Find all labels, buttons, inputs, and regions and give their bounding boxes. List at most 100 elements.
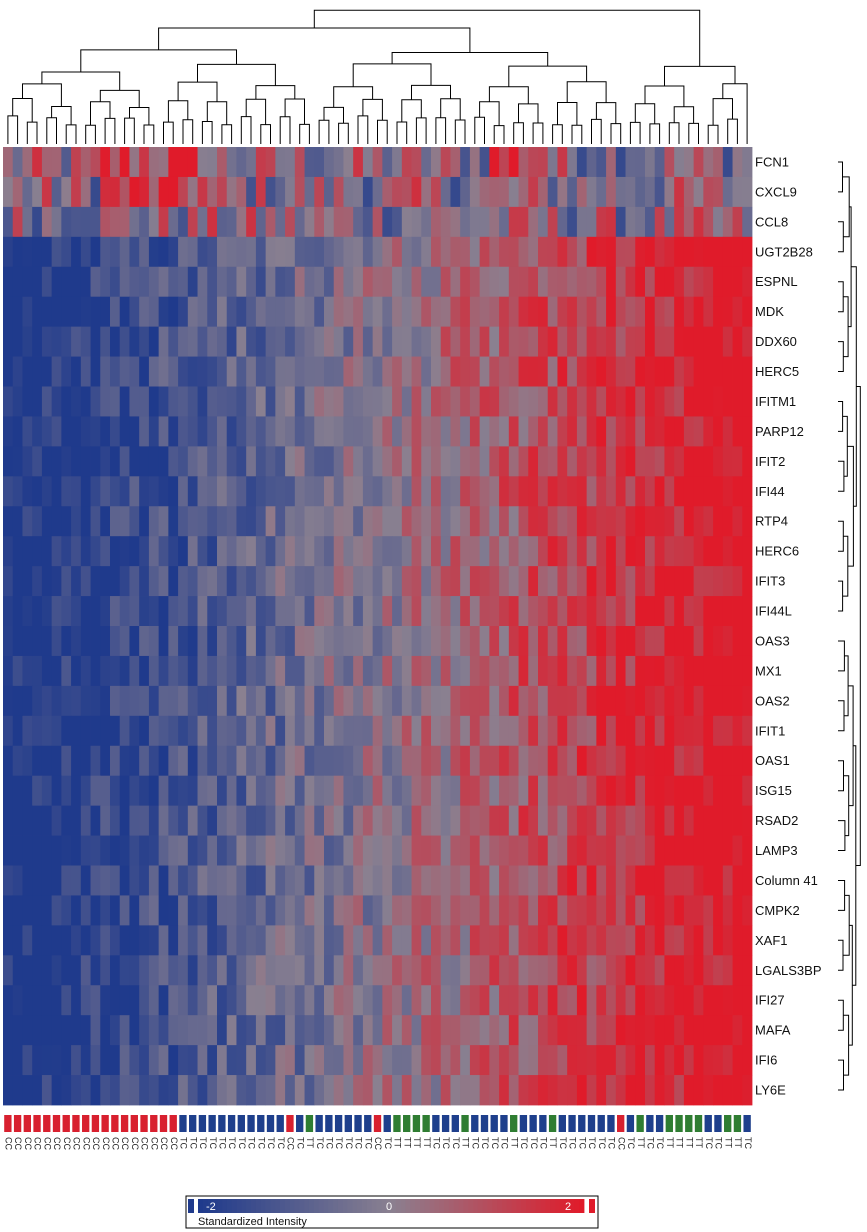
heatmap-cell [440,356,451,387]
heatmap-cell [333,805,344,836]
heatmap-cell [41,626,53,657]
heatmap-cell [586,326,597,357]
heatmap-cell [606,326,617,357]
heatmap-cell [518,745,529,777]
dendrogram-branch [299,123,310,144]
heatmap-cell [411,626,422,657]
heatmap-cell [732,596,743,627]
heatmap-cell [207,1075,218,1106]
heatmap-cell [158,446,169,477]
heatmap-cell [353,506,364,537]
heatmap-cell [90,176,101,208]
heatmap-cell [119,655,130,687]
heatmap-cell [22,715,33,747]
heatmap-cell [139,206,150,238]
row-label: Column 41 [755,873,818,888]
dendrogram-branch [838,221,844,253]
heatmap-cell [71,476,82,507]
heatmap-cell [362,835,374,866]
dendrogram-branch [80,49,237,72]
dendrogram-branch [668,122,680,144]
heatmap-cell [606,925,617,956]
heatmap-cell [362,566,374,597]
heatmap-cell [450,1075,461,1106]
heatmap-cell [664,416,675,447]
heatmap-cell [353,147,364,178]
heatmap-cell [635,566,646,597]
heatmap-cell [722,715,733,747]
heatmap-cell [178,236,189,268]
heatmap-cell [635,985,646,1016]
heatmap-cell [236,1045,247,1076]
heatmap-cell [382,925,393,956]
heatmap-cell [100,1015,111,1046]
heatmap-cell [693,715,704,747]
heatmap-cell [440,326,451,357]
dendrogram-branch [104,117,116,144]
heatmap-cell [382,206,393,238]
heatmap-cell [654,326,665,357]
legend-swatch [342,1199,348,1213]
heatmap-cell [392,566,403,597]
heatmap-cell [683,925,695,956]
legend-swatch [391,1199,397,1213]
heatmap-cell [275,596,286,627]
heatmap-cell [645,356,656,387]
heatmap-cell [80,176,91,208]
heatmap-cell [12,835,23,866]
heatmap-cell [275,1045,286,1076]
heatmap-cell [499,416,510,447]
heatmap-cell [226,596,237,627]
heatmap-cell [80,596,91,627]
legend-swatch [535,1199,541,1213]
heatmap-cell [255,566,267,597]
dendrogram-branch [610,123,622,144]
heatmap-cell [518,925,529,956]
heatmap-cell [100,685,111,717]
legend-swatch [352,1199,358,1213]
heatmap-cell [596,655,607,687]
heatmap-cell [353,835,364,866]
heatmap-cell [450,955,461,986]
heatmap-cell [664,1075,675,1106]
heatmap-cell [217,1075,228,1106]
sample-group-cell [548,1115,557,1132]
heatmap-cell [392,895,403,926]
heatmap-cell [343,236,354,268]
sample-group-cell [626,1115,635,1132]
heatmap-cell [314,176,325,208]
dendrogram-branch [362,98,383,121]
heatmap-cell [411,1075,422,1106]
heatmap-cell [508,476,519,507]
heatmap-cell [635,446,646,477]
heatmap-cell [586,626,597,657]
heatmap-cell [567,266,578,298]
row-label: RSAD2 [755,813,798,828]
heatmap-cell [713,326,724,357]
heatmap-cell [693,745,704,777]
heatmap-cell [275,356,286,387]
heatmap-cell [343,416,354,447]
heatmap-cell [236,147,247,178]
heatmap-cell [401,955,412,986]
legend-swatch [226,1199,233,1213]
sample-label: TT [675,1137,685,1148]
heatmap-cell [635,626,646,657]
heatmap-cell [158,685,169,717]
heatmap-cell [547,805,558,836]
heatmap-cell [362,176,374,208]
sample-group-cell [597,1115,605,1132]
heatmap-cell [275,775,286,807]
heatmap-cell [469,476,481,507]
heatmap-cell [246,835,257,866]
heatmap-cell [547,955,558,986]
heatmap-cell [22,626,33,657]
heatmap-cell [41,506,53,537]
heatmap-cell [693,236,704,268]
heatmap-cell [80,1045,91,1076]
heatmap-cell [450,685,461,717]
heatmap-cell [460,596,471,627]
heatmap-cell [178,386,189,417]
heatmap-cell [421,566,432,597]
heatmap-cell [479,1045,490,1076]
